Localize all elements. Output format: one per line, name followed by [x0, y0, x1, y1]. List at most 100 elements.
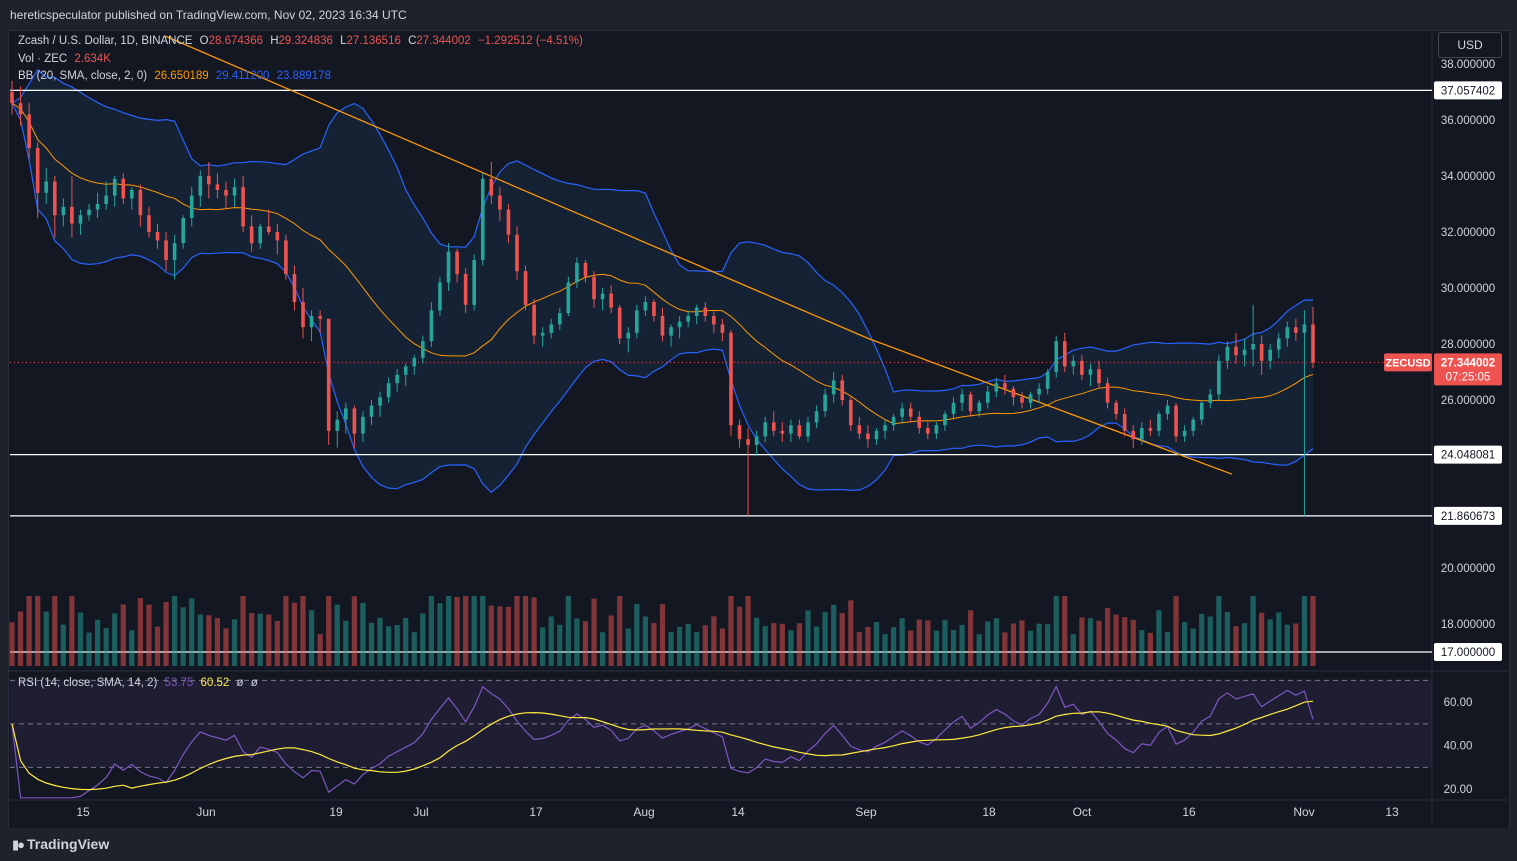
rsi-tick-label: 20.00 — [1444, 784, 1473, 796]
volume-bar — [685, 623, 691, 666]
bb-basis-value: 26.650189 — [154, 70, 209, 82]
candle-body — [635, 310, 639, 333]
volume-bar — [531, 597, 537, 666]
volume-bar — [942, 619, 948, 666]
volume-bar — [1036, 623, 1042, 666]
rsi-ma-line — [11, 700, 1314, 791]
change-value: −1.292512 (−4.51%) — [477, 35, 583, 47]
rsi-label: RSI (14, close, SMA, 14, 2) — [18, 677, 158, 689]
volume-bar — [60, 624, 66, 666]
volume-bar — [582, 621, 589, 666]
volume-bar — [197, 614, 203, 666]
candle-body — [1268, 349, 1273, 361]
time-axis-label: 17 — [529, 805, 543, 819]
volume-bar — [120, 604, 126, 666]
volume-bar — [1027, 630, 1034, 666]
bb-upper-value: 29.411200 — [215, 70, 270, 82]
volume-bar — [1190, 628, 1196, 666]
time-axis-label: Sep — [855, 805, 877, 819]
candle-body — [1011, 388, 1016, 398]
volume-bar — [993, 618, 999, 666]
candle-body — [61, 206, 66, 216]
tradingview-logo[interactable]: ▮● TradingView — [12, 836, 109, 853]
candle-body — [831, 380, 836, 395]
trendline-upper — [164, 35, 869, 339]
volume-bar — [985, 621, 991, 666]
candle-body — [301, 302, 305, 328]
volume-bar — [1216, 596, 1222, 666]
volume-bar — [736, 606, 743, 666]
volume-bar — [1241, 623, 1248, 666]
candle-body — [369, 405, 374, 417]
horizontal-level-label: 37.057402 — [1441, 85, 1495, 97]
candle-body — [112, 178, 117, 196]
bb-legend[interactable]: BB (20, SMA, close, 2, 0) 26.650189 29.4… — [18, 70, 335, 82]
volume-bar — [1164, 632, 1171, 666]
candle-body — [789, 425, 793, 434]
volume-bar — [428, 596, 435, 666]
candle-body — [557, 313, 562, 325]
candle-body — [694, 307, 699, 316]
volume-bar — [471, 596, 477, 666]
volume-bar — [925, 620, 931, 666]
volume-bar — [1224, 611, 1231, 666]
publisher-info: hereticspeculator published on TradingVi… — [10, 8, 407, 22]
candle-body — [1259, 344, 1264, 361]
candle-body — [1302, 324, 1307, 333]
volume-bar — [565, 596, 571, 666]
candle-body — [1242, 349, 1247, 356]
horizontal-level-tag — [1434, 506, 1502, 525]
volume-bar — [403, 618, 409, 666]
candle-body — [1311, 324, 1315, 363]
publish-header: hereticspeculator published on TradingVi… — [0, 0, 1517, 30]
volume-bar — [882, 634, 888, 666]
time-axis-label: 15 — [76, 805, 90, 819]
rsi-legend[interactable]: RSI (14, close, SMA, 14, 2) 53.75 60.52 … — [18, 677, 262, 689]
volume-bar — [548, 616, 554, 666]
candle-body — [908, 408, 913, 417]
candle-body — [669, 327, 673, 336]
volume-bar — [257, 613, 263, 666]
candle-body — [754, 436, 759, 445]
candle-body — [386, 383, 391, 398]
candle-body — [378, 397, 382, 406]
horizontal-level-tag — [1434, 643, 1502, 661]
volume-bar — [291, 602, 298, 666]
candle-body — [421, 341, 425, 358]
volume-legend[interactable]: Vol · ZEC 2.634K — [18, 53, 115, 65]
candle-body — [883, 425, 887, 431]
volume-label: Vol · ZEC — [18, 53, 68, 65]
volume-bar — [1104, 607, 1111, 666]
symbol-title[interactable]: Zcash / U.S. Dollar, 1D, BINANCE — [18, 35, 193, 47]
volume-bar — [1293, 623, 1299, 666]
candle-body — [155, 232, 160, 241]
volume-bar — [94, 619, 101, 666]
time-axis-label: 16 — [1182, 805, 1196, 819]
horizontal-level-tag — [1434, 445, 1502, 464]
candle-body — [840, 380, 845, 400]
volume-bar — [1096, 620, 1102, 666]
volume-bar — [43, 611, 49, 666]
volume-bar — [223, 628, 229, 666]
candle-body — [489, 178, 494, 196]
volume-bar — [591, 598, 597, 666]
candle-body — [617, 307, 622, 339]
candle-body — [763, 422, 768, 437]
trendline-lower — [867, 337, 1233, 475]
candle-body — [652, 302, 656, 316]
candle-body — [1140, 428, 1144, 440]
candle-body — [1105, 383, 1110, 403]
volume-bar — [1002, 632, 1008, 666]
volume-bar — [779, 623, 785, 666]
volume-bar — [522, 596, 529, 666]
candle-body — [857, 425, 862, 434]
volume-bar — [154, 626, 161, 666]
candle-body — [686, 316, 690, 322]
currency-button[interactable]: USD — [1438, 32, 1502, 58]
volume-bar — [137, 597, 143, 666]
volume-bar — [112, 613, 118, 666]
candle-body — [592, 276, 596, 300]
candle-body — [198, 176, 203, 196]
candle-body — [934, 425, 939, 434]
